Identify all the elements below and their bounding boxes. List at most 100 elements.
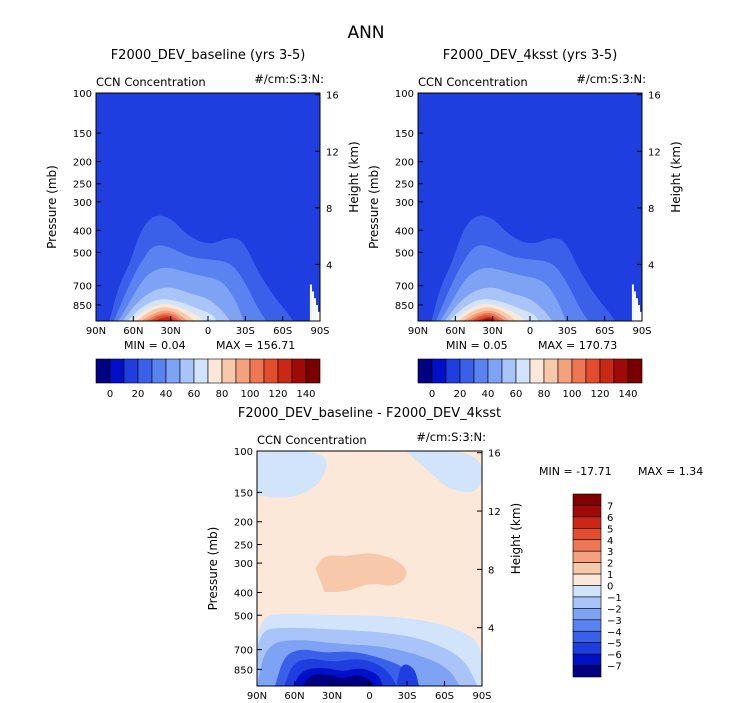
missing-data-stripe <box>637 305 640 321</box>
x-tick-label: 60N <box>284 691 304 702</box>
min-label: MIN = -17.71 <box>539 465 612 478</box>
y-right-tick-label: 8 <box>326 204 332 215</box>
units-label: #/cm:S:3:N: <box>576 72 646 86</box>
x-tick-label: 60N <box>123 326 143 337</box>
colorbar-box <box>249 358 265 384</box>
max-label: MAX = 170.73 <box>538 339 617 352</box>
colorbar-box <box>263 358 279 384</box>
colorbar-label: 5 <box>607 524 613 535</box>
y-tick-label: 300 <box>234 559 253 570</box>
missing-data-stripe <box>631 284 634 321</box>
x-tick-label: 30N <box>483 326 503 337</box>
x-tick-label: 30S <box>558 326 577 337</box>
colorbar-label: −5 <box>607 639 622 650</box>
x-tick-label: 60N <box>445 326 465 337</box>
colorbar-label: 3 <box>607 547 613 558</box>
colorbar-box <box>179 358 195 384</box>
colorbar-box <box>515 358 531 384</box>
colorbar-box <box>431 358 447 384</box>
y-right-tick-label: 16 <box>326 91 339 102</box>
y-right-tick-label: 4 <box>326 260 332 271</box>
variable-label: CCN Concentration <box>418 75 528 89</box>
y-axis-title: Pressure (mb) <box>367 165 381 249</box>
y-tick-label: 300 <box>395 198 414 209</box>
figure-title: ANN <box>347 23 384 43</box>
y-axis-title: Pressure (mb) <box>45 165 59 249</box>
colorbar-box <box>445 358 461 384</box>
y-tick-label: 400 <box>395 226 414 237</box>
colorbar-box <box>235 358 251 384</box>
min-label: MIN = 0.04 <box>124 339 186 352</box>
x-tick-label: 30N <box>161 326 181 337</box>
colorbar-box <box>599 358 615 384</box>
y-tick-label: 700 <box>395 282 414 293</box>
colorbar-box <box>572 550 602 563</box>
x-tick-label: 60S <box>595 326 614 337</box>
colorbar-label: 20 <box>454 389 467 400</box>
colorbar-box <box>572 630 602 643</box>
colorbar-box <box>137 358 153 384</box>
y-right-tick-label: 16 <box>488 449 501 460</box>
variable-label: CCN Concentration <box>257 433 367 447</box>
colorbar-label: 40 <box>482 389 495 400</box>
y-right-tick-label: 8 <box>488 565 494 576</box>
colorbar-label: −6 <box>607 650 622 661</box>
min-label: MIN = 0.05 <box>446 339 508 352</box>
colorbar-box <box>165 358 181 384</box>
colorbar-box <box>572 539 602 552</box>
colorbar-label: −7 <box>607 662 622 673</box>
y-tick-label: 400 <box>234 588 253 599</box>
x-tick-label: 90S <box>310 326 329 337</box>
colorbar-label: 2 <box>607 559 613 570</box>
colorbar-box <box>193 358 209 384</box>
y-tick-label: 500 <box>395 248 414 259</box>
colorbar-label: 20 <box>132 389 145 400</box>
colorbar-box <box>572 653 602 666</box>
y-tick-label: 200 <box>395 158 414 169</box>
colorbar-box <box>207 358 223 384</box>
chart-title: F2000_DEV_baseline (yrs 3-5) <box>111 48 306 63</box>
y-tick-label: 500 <box>234 611 253 622</box>
missing-data-stripe <box>633 291 636 321</box>
colorbar-box <box>572 596 602 609</box>
colorbar-label: 4 <box>607 536 613 547</box>
colorbar-label: 6 <box>607 513 613 524</box>
y-right-tick-label: 16 <box>648 91 661 102</box>
colorbar: 0 20 40 60 80 100 120 140 <box>95 358 321 400</box>
x-tick-label: 0 <box>527 326 533 337</box>
colorbar-box <box>572 665 602 678</box>
variable-label: CCN Concentration <box>96 75 206 89</box>
x-tick-label: 0 <box>366 691 372 702</box>
x-tick-label: 0 <box>205 326 211 337</box>
contour-band-11 <box>154 317 175 321</box>
colorbar-label: 1 <box>607 570 613 581</box>
x-tick-label: 60S <box>273 326 292 337</box>
colorbar-box <box>529 358 545 384</box>
y-right-tick-label: 8 <box>648 204 654 215</box>
colorbar-box <box>572 528 602 541</box>
colorbar-label: 100 <box>562 389 581 400</box>
y-tick-label: 100 <box>73 89 92 100</box>
colorbar-box <box>571 358 587 384</box>
colorbar-label: 140 <box>618 389 637 400</box>
colorbar-box <box>585 358 601 384</box>
y-right-axis-title: Height (km) <box>509 503 523 574</box>
colorbar-label: 100 <box>240 389 259 400</box>
colorbar-box <box>572 619 602 632</box>
colorbar-box <box>277 358 293 384</box>
y-right-tick-label: 12 <box>648 147 661 158</box>
colorbar-label: 0 <box>607 582 613 593</box>
contour-negative-top-right <box>405 451 482 493</box>
colorbar-box <box>627 358 643 384</box>
y-right-axis-title: Height (km) <box>669 141 683 212</box>
y-tick-label: 200 <box>73 158 92 169</box>
y-tick-label: 200 <box>234 518 253 529</box>
x-tick-label: 90N <box>247 691 267 702</box>
missing-data-stripe <box>315 305 318 321</box>
colorbar-label: 40 <box>160 389 173 400</box>
colorbar-box <box>95 358 111 384</box>
x-tick-label: 90N <box>86 326 106 337</box>
x-tick-label: 60S <box>435 691 454 702</box>
y-tick-label: 250 <box>73 180 92 191</box>
colorbar: 0 20 40 60 80 100 120 140 <box>417 358 643 400</box>
